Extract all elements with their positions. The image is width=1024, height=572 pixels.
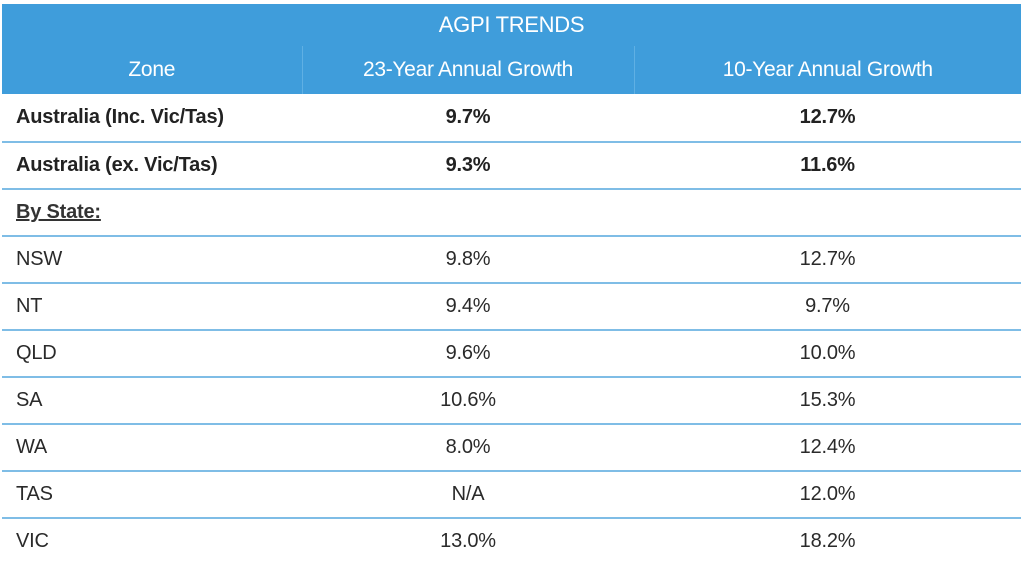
table-row-tas: TAS N/A 12.0%: [2, 471, 1022, 519]
table-row-by-state-heading: By State:: [2, 189, 1022, 237]
cell-23-year-growth: 9.8%: [302, 236, 634, 284]
cell-zone: VIC: [16, 530, 49, 552]
cell-10-year-growth: 12.4%: [634, 424, 1022, 472]
cell-zone: By State:: [2, 189, 302, 237]
cell-zone: NSW: [2, 236, 302, 284]
table-row-wa: WA 8.0% 12.4%: [2, 424, 1022, 472]
cell-23-year-growth: 9.7%: [302, 94, 634, 143]
cell-zone: Australia (ex. Vic/Tas): [2, 142, 302, 190]
table-title: AGPI TRENDS: [2, 4, 1022, 46]
cell-zone: NT: [2, 283, 302, 331]
table-row-nt: NT 9.4% 9.7%: [2, 283, 1022, 331]
agpi-trends-table: AGPI TRENDS Zone 23-Year Annual Growth 1…: [2, 4, 1022, 564]
cell-10-year-growth: 12.7%: [634, 236, 1022, 284]
table-row-nsw: NSW 9.8% 12.7%: [2, 236, 1022, 284]
cell-10-year-growth: 15.3%: [634, 377, 1022, 425]
table-title-row: AGPI TRENDS: [2, 4, 1022, 46]
cell-zone: QLD: [2, 330, 302, 378]
table-row-vic: VIC 13.0% 18.2%: [2, 518, 1021, 564]
cell-zone: WA: [2, 424, 302, 472]
cell-23-year-growth: 8.0%: [302, 424, 634, 472]
cell-zone: SA: [2, 377, 302, 425]
section-heading-by-state: By State:: [16, 201, 101, 223]
cell-zone: TAS: [2, 471, 302, 519]
cell-23-year-growth: N/A: [302, 471, 634, 519]
column-header-23-year-growth: 23-Year Annual Growth: [301, 46, 634, 94]
cell-23-year-growth: 9.6%: [302, 330, 634, 378]
cell-10-year-growth: 11.6%: [634, 142, 1022, 190]
cell-10-year-growth: 9.7%: [634, 283, 1022, 331]
column-header-10-year-growth: 10-Year Annual Growth: [633, 46, 1022, 94]
table-row-australia-inc: Australia (Inc. Vic/Tas) 9.7% 12.7%: [2, 94, 1022, 143]
cell-23-year-growth: 13.0%: [440, 530, 496, 552]
table-row-sa: SA 10.6% 15.3%: [2, 377, 1022, 425]
column-header-zone: Zone: [2, 46, 302, 94]
cell-zone: Australia (Inc. Vic/Tas): [2, 94, 302, 143]
cell-10-year-growth: [634, 189, 1022, 237]
cell-10-year-growth: 10.0%: [634, 330, 1022, 378]
cell-23-year-growth: 9.4%: [302, 283, 634, 331]
table-row-australia-ex: Australia (ex. Vic/Tas) 9.3% 11.6%: [2, 142, 1022, 190]
cell-23-year-growth: 10.6%: [302, 377, 634, 425]
cell-23-year-growth: [302, 189, 634, 237]
cell-10-year-growth: 18.2%: [799, 530, 856, 552]
column-header-row: Zone 23-Year Annual Growth 10-Year Annua…: [2, 46, 1022, 94]
table-row-qld: QLD 9.6% 10.0%: [2, 330, 1022, 378]
cell-23-year-growth: 9.3%: [302, 142, 634, 190]
cell-10-year-growth: 12.0%: [634, 471, 1022, 519]
cell-10-year-growth: 12.7%: [634, 94, 1022, 143]
